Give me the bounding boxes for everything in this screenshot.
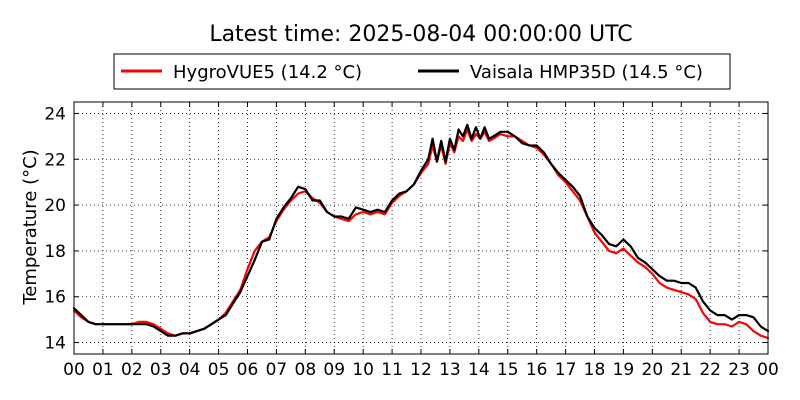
grid	[74, 102, 768, 354]
x-tick-label: 21	[670, 360, 692, 380]
x-tick-label: 01	[92, 360, 114, 380]
y-tick-label: 16	[44, 288, 66, 308]
x-tick-label: 13	[439, 360, 461, 380]
y-axis-label: Temperature (°C)	[20, 149, 41, 305]
series-layer	[72, 123, 770, 340]
x-tick-label: 14	[468, 360, 490, 380]
x-tick-label: 16	[526, 360, 548, 380]
x-tick-label: 20	[642, 360, 664, 380]
x-tick-label: 02	[121, 360, 143, 380]
x-tick-label: 07	[266, 360, 288, 380]
x-tick-label: 00	[757, 360, 779, 380]
x-tick-label: 22	[699, 360, 721, 380]
x-tick-label: 23	[728, 360, 750, 380]
x-tick-label: 03	[150, 360, 172, 380]
x-tick-label: 19	[613, 360, 635, 380]
y-tick-label: 18	[44, 242, 66, 262]
chart-title: Latest time: 2025-08-04 00:00:00 UTC	[209, 22, 632, 47]
legend-label-hygrovue5: HygroVUE5 (14.2 °C)	[173, 62, 362, 83]
x-tick-label: 09	[323, 360, 345, 380]
y-tick-label: 24	[44, 104, 66, 124]
plot-frame	[73, 101, 769, 355]
y-tick-label: 22	[44, 150, 66, 170]
ticks: 00 01 02 03 04 05 06 07 08 09 10 11 12 13 14 15 16 17 18 19…	[44, 102, 779, 380]
x-tick-label: 00	[63, 360, 85, 380]
series-line-vaisala-hmp35d	[72, 123, 770, 337]
x-tick-label: 18	[584, 360, 606, 380]
x-tick-label: 11	[381, 360, 403, 380]
x-tick-label: 04	[179, 360, 201, 380]
x-tick-label: 10	[352, 360, 374, 380]
x-tick-label: 15	[497, 360, 519, 380]
x-tick-label: 05	[208, 360, 230, 380]
x-tick-label: 17	[555, 360, 577, 380]
x-tick-label: 08	[295, 360, 317, 380]
x-tick-label: 12	[410, 360, 432, 380]
x-tick-label: 06	[237, 360, 259, 380]
y-tick-label: 20	[44, 196, 66, 216]
y-tick-label: 14	[44, 334, 66, 354]
legend: HygroVUE5 (14.2 °C) Vaisala HMP35D (14.5…	[113, 53, 731, 90]
legend-label-vaisala-hmp35d: Vaisala HMP35D (14.5 °C)	[470, 62, 703, 83]
